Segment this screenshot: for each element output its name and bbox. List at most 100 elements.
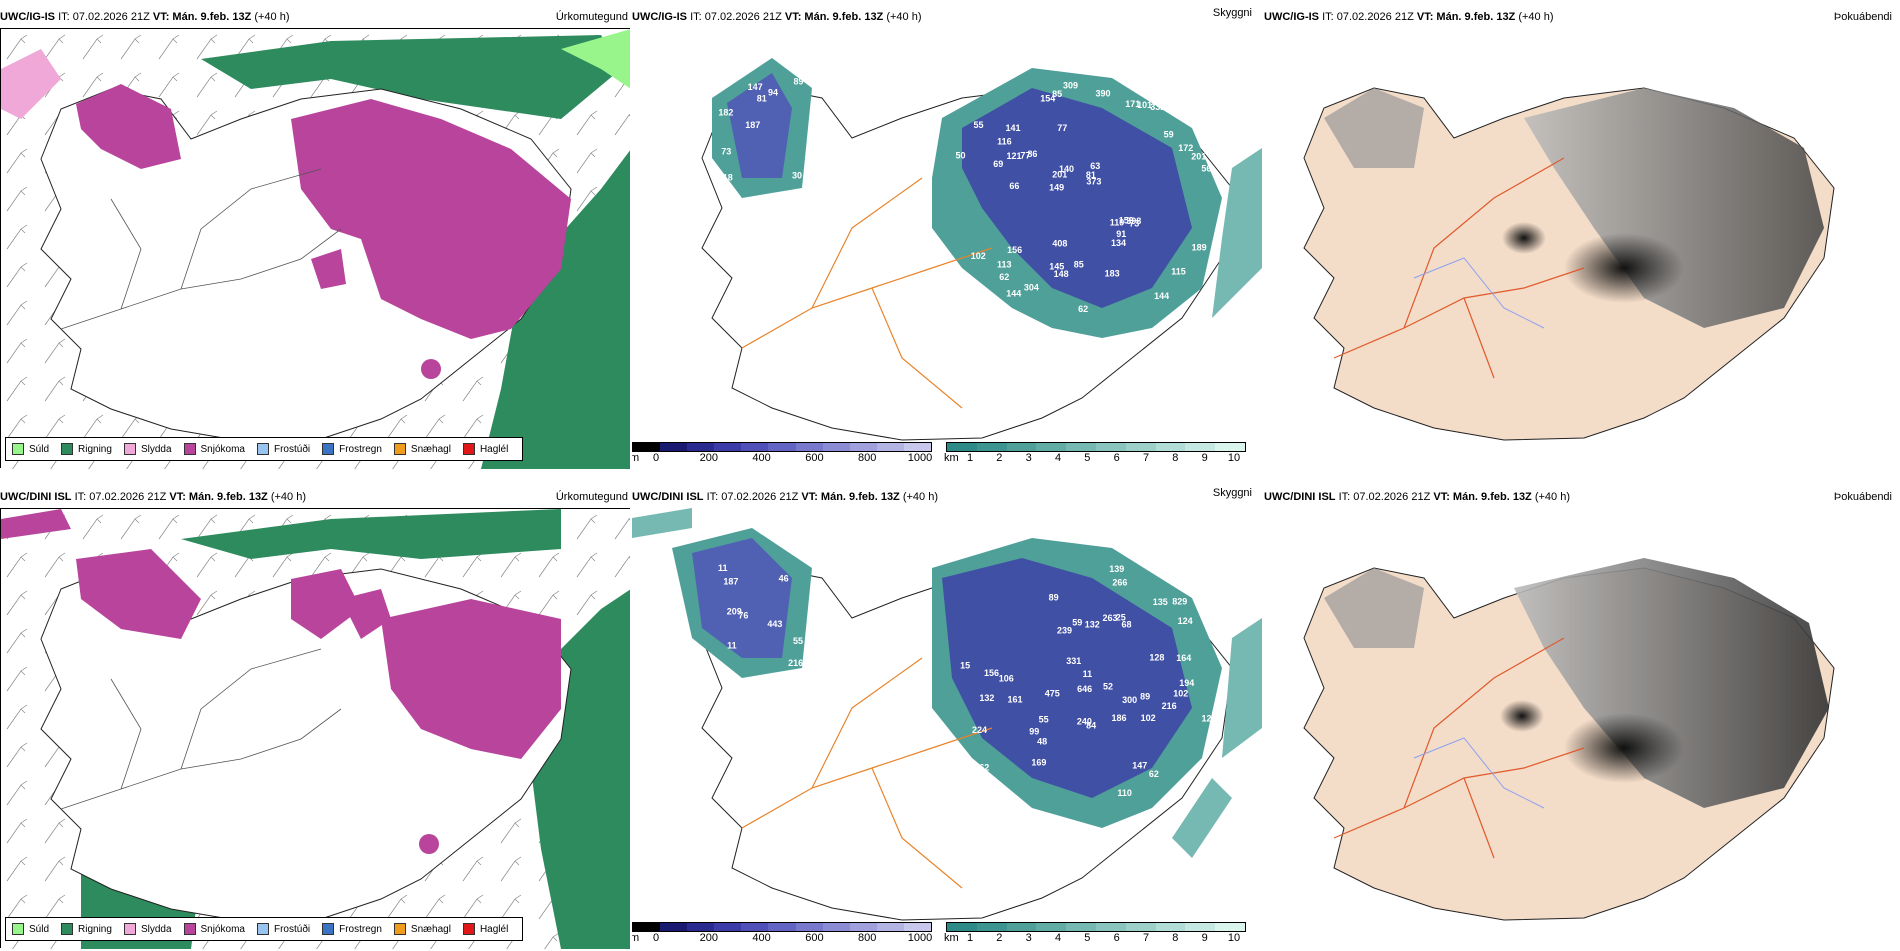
swatch-drizzle — [12, 923, 24, 935]
legend-label: Frostregn — [339, 923, 382, 935]
colorbar-tick-label: 10 — [1227, 452, 1241, 464]
colorbar-tick-label: 400 — [752, 932, 771, 944]
visibility-value-label: 147 — [748, 82, 763, 92]
snow-area-westfjords — [76, 549, 201, 639]
visibility-value-label: 134 — [1111, 238, 1126, 248]
fog-map-svg — [1264, 28, 1894, 468]
visibility-value-label: 69 — [993, 159, 1003, 169]
visibility-value-label: 201 — [1191, 151, 1206, 161]
colorbar-tick-label: 7 — [1142, 932, 1150, 944]
visibility-value-label: 475 — [1045, 688, 1060, 698]
visibility-value-label: 73 — [1129, 219, 1139, 229]
visibility-value-label: 309 — [1063, 81, 1078, 91]
visibility-value-label: 172 — [1178, 143, 1193, 153]
visibility-value-label: 390 — [1096, 88, 1111, 98]
visibility-value-label: 189 — [1192, 242, 1207, 252]
swatch-snow — [183, 443, 196, 455]
visibility-value-label: 89 — [1049, 593, 1059, 603]
colorbar-unit: m — [632, 932, 640, 944]
visibility-value-label: 132 — [1085, 619, 1100, 629]
colorbar-tick-label: 8 — [1172, 932, 1179, 944]
valid-time-label: VT: — [152, 11, 170, 23]
colorbar-cell — [876, 923, 904, 931]
rain-area-north — [181, 509, 561, 559]
visibility-value-label: 149 — [1049, 183, 1064, 193]
colorbar-tick-label: 800 — [858, 932, 877, 944]
swatch-freezing-rain — [322, 443, 335, 455]
visibility-value-label: 124 — [1178, 616, 1193, 626]
colorbar-tick-label: 600 — [805, 932, 824, 944]
visibility-value-label: 331 — [1066, 656, 1081, 666]
visibility-value-label: 132 — [979, 693, 994, 703]
visibility-value-label: 115 — [1171, 266, 1186, 276]
vis-blue-area — [962, 88, 1192, 308]
model-name: UWC/IG-IS — [1264, 11, 1319, 23]
colorbar-cell — [822, 443, 850, 451]
visibility-value-label: 30 — [792, 170, 802, 180]
colorbar-unit: km — [944, 452, 959, 464]
visibility-colorbar-km: km 1 2 3 4 5 6 7 8 9 10 — [944, 442, 1246, 464]
visibility-value-label: 182 — [718, 107, 733, 117]
colorbar-tick-label: 400 — [752, 452, 771, 464]
colorbar-cell — [947, 923, 977, 931]
colorbar-tick-label: 4 — [1054, 932, 1062, 944]
panel-title: UWC/IG-IS IT: 07.02.2026 21Z VT: Mán. 9.… — [1264, 6, 1894, 28]
valid-time-label: VT: — [784, 11, 802, 23]
valid-time: Mán. 9.feb. 13Z — [804, 11, 884, 23]
visibility-value-label: 50 — [956, 150, 966, 160]
visibility-value-label: 216 — [1162, 701, 1177, 711]
colorbar-tick-label: 9 — [1201, 932, 1208, 944]
field-name: Þokuábendi — [1833, 491, 1892, 503]
colorbar-tick-label: 10 — [1227, 932, 1241, 944]
colorbar-cell — [687, 923, 715, 931]
model-name: UWC/DINI ISL — [0, 491, 72, 503]
visibility-value-label: 646 — [1077, 684, 1092, 694]
visibility-value-label: 443 — [767, 619, 782, 629]
colorbar-tick-label: 1 — [966, 932, 974, 944]
valid-time: Mán. 9.feb. 13Z — [1436, 11, 1516, 23]
colorbar-ticks: m 0 200 400 600 800 1000 — [632, 452, 932, 464]
valid-time-label: VT: — [801, 491, 818, 503]
colorbar-unit: m — [632, 452, 640, 464]
colorbar-cell — [1155, 923, 1186, 931]
fog-panel-top: UWC/IG-IS IT: 07.02.2026 21Z VT: Mán. 9.… — [1264, 6, 1894, 471]
visibility-value-label: 84 — [1086, 720, 1096, 730]
colorbar-tick-label: 5 — [1084, 452, 1091, 464]
colorbar-tick-label: 1 — [966, 452, 974, 464]
lead-time: (+40 h) — [270, 491, 307, 503]
visibility-value-label: 186 — [1112, 713, 1127, 723]
visibility-value-label: 156 — [1007, 245, 1022, 255]
visibility-value-label: 169 — [1031, 757, 1046, 767]
colorbar-tick-label: 800 — [858, 452, 877, 464]
valid-time-label: VT: — [169, 491, 186, 503]
legend-label: Frostúði — [273, 443, 311, 455]
colorbar-tick-label: 200 — [699, 932, 718, 944]
visibility-value-label: 116 — [997, 137, 1012, 147]
snow-area-northeast — [291, 99, 571, 339]
legend-label: Haglél — [479, 443, 509, 455]
visibility-value-label: 46 — [779, 573, 789, 583]
visibility-value-label: 332 — [1150, 102, 1165, 112]
colorbar-cell — [1215, 923, 1245, 931]
fog-map: 0 60 — [1264, 508, 1894, 948]
colorbar-unit: km — [944, 932, 959, 944]
fog-map-svg — [1264, 508, 1894, 948]
visibility-colorbar-m: m 0 200 400 600 800 1000 — [632, 922, 932, 944]
precip-type-map: Súld Rigning Slydda Snjókoma Frostúði Fr… — [0, 28, 630, 469]
visibility-value-label: 216 — [788, 658, 803, 668]
colorbar-cells — [946, 922, 1246, 932]
visibility-value-label: 263 — [1103, 613, 1118, 623]
visibility-value-label: 187 — [745, 120, 760, 130]
visibility-value-label: 59 — [1164, 129, 1174, 139]
init-time: IT: 07.02.2026 21Z — [74, 491, 167, 503]
visibility-value-label: 187 — [723, 577, 738, 587]
valid-time: Mán. 9.feb. 13Z — [1452, 491, 1532, 503]
colorbar-cell — [1215, 443, 1245, 451]
colorbar-cell — [1095, 923, 1126, 931]
colorbar-cell — [741, 923, 769, 931]
visibility-value-label: 110 — [1117, 788, 1132, 798]
visibility-value-label: 113 — [997, 260, 1012, 270]
colorbar-tick-label: 5 — [1084, 932, 1091, 944]
legend-label: Súld — [29, 443, 50, 455]
visibility-value-label: 159 — [1119, 216, 1134, 226]
